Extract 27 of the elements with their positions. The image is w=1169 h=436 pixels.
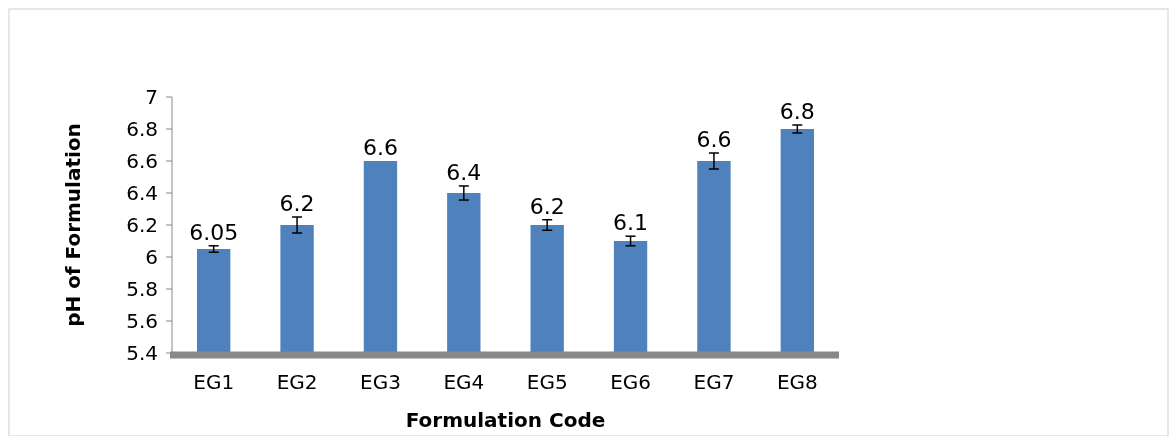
y-tick-label: 5.4 [126, 341, 158, 365]
x-tick-label: EG6 [610, 370, 651, 394]
x-tick-label: EG3 [360, 370, 401, 394]
y-axis-title: pH of Formulation [61, 123, 85, 327]
y-tick-label: 6.8 [126, 117, 158, 141]
data-label: 6.8 [779, 99, 815, 124]
y-tick-label: 6.6 [126, 149, 158, 173]
y-tick-label: 6.2 [126, 213, 158, 237]
y-tick-label: 5.8 [126, 277, 158, 301]
y-tick-label: 6 [145, 245, 158, 269]
y-tick-label: 5.6 [126, 309, 158, 333]
y-tick-label: 7 [145, 85, 158, 109]
data-label: 6.1 [613, 210, 649, 236]
x-tick-label: EG1 [193, 370, 235, 394]
data-label: 6.6 [696, 127, 732, 152]
data-label: 6.05 [189, 219, 239, 245]
data-label: 6.4 [446, 159, 482, 185]
y-tick-label: 6.4 [126, 181, 158, 205]
x-axis-title: Formulation Code [405, 408, 606, 432]
data-label: 6.2 [529, 193, 565, 219]
x-tick-label: EG4 [443, 370, 485, 394]
x-tick-label: EG2 [276, 370, 318, 394]
data-label: 6.6 [362, 135, 398, 160]
x-tick-label: EG5 [526, 370, 568, 394]
x-tick-label: EG7 [693, 370, 735, 394]
x-tick-label: EG8 [776, 370, 818, 394]
data-label: 6.2 [279, 191, 315, 216]
